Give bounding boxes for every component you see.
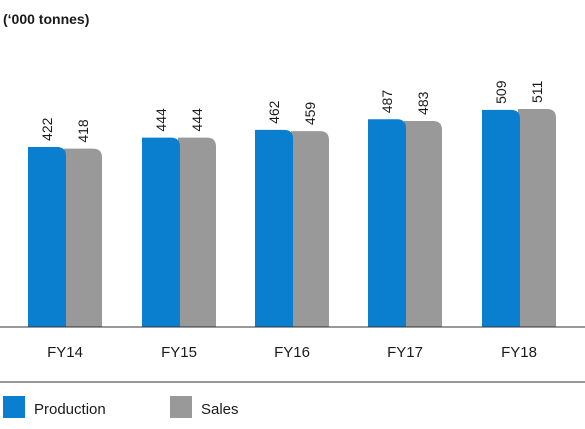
bar-sales-fy17 [404, 120, 442, 327]
x-tick-labels-group: FY14 FY15 FY16 FY17 FY18 [47, 344, 537, 361]
data-label-production-fy16: 462 [266, 100, 282, 124]
legend-swatch-production [3, 396, 25, 418]
data-labels-group: 418 422 444 444 459 462 483 487 511 509 [39, 80, 545, 142]
bar-sales-fy15 [178, 137, 216, 327]
bar-sales-fy18 [518, 109, 556, 327]
x-tick-label-fy17: FY17 [387, 344, 423, 361]
data-label-sales-fy16: 459 [302, 102, 318, 126]
data-label-sales-fy15: 444 [189, 108, 205, 132]
data-label-sales-fy14: 418 [75, 119, 91, 143]
data-label-production-fy18: 509 [493, 80, 509, 104]
legend-swatch-sales [170, 396, 192, 418]
data-label-sales-fy17: 483 [415, 91, 431, 115]
data-label-production-fy14: 422 [39, 117, 55, 141]
data-label-sales-fy18: 511 [529, 80, 545, 103]
bar-production-fy16 [255, 129, 293, 327]
legend-label-production: Production [34, 401, 106, 418]
bar-sales-fy14 [64, 148, 102, 327]
x-tick-label-fy14: FY14 [47, 344, 83, 361]
bar-production-fy15 [142, 137, 180, 327]
x-tick-label-fy16: FY16 [274, 344, 310, 361]
bar-sales-fy16 [291, 131, 329, 327]
legend-label-sales: Sales [201, 401, 239, 418]
data-label-production-fy17: 487 [379, 90, 395, 114]
bar-production-fy17 [368, 119, 406, 328]
data-label-production-fy15: 444 [153, 108, 169, 132]
x-tick-label-fy18: FY18 [501, 344, 537, 361]
bar-production-fy18 [482, 109, 520, 327]
bar-production-fy14 [28, 146, 66, 327]
bars-group [28, 109, 556, 328]
unit-label: (‘000 tonnes) [3, 11, 89, 27]
x-tick-label-fy15: FY15 [161, 344, 197, 361]
legend: Production Sales [3, 396, 239, 418]
